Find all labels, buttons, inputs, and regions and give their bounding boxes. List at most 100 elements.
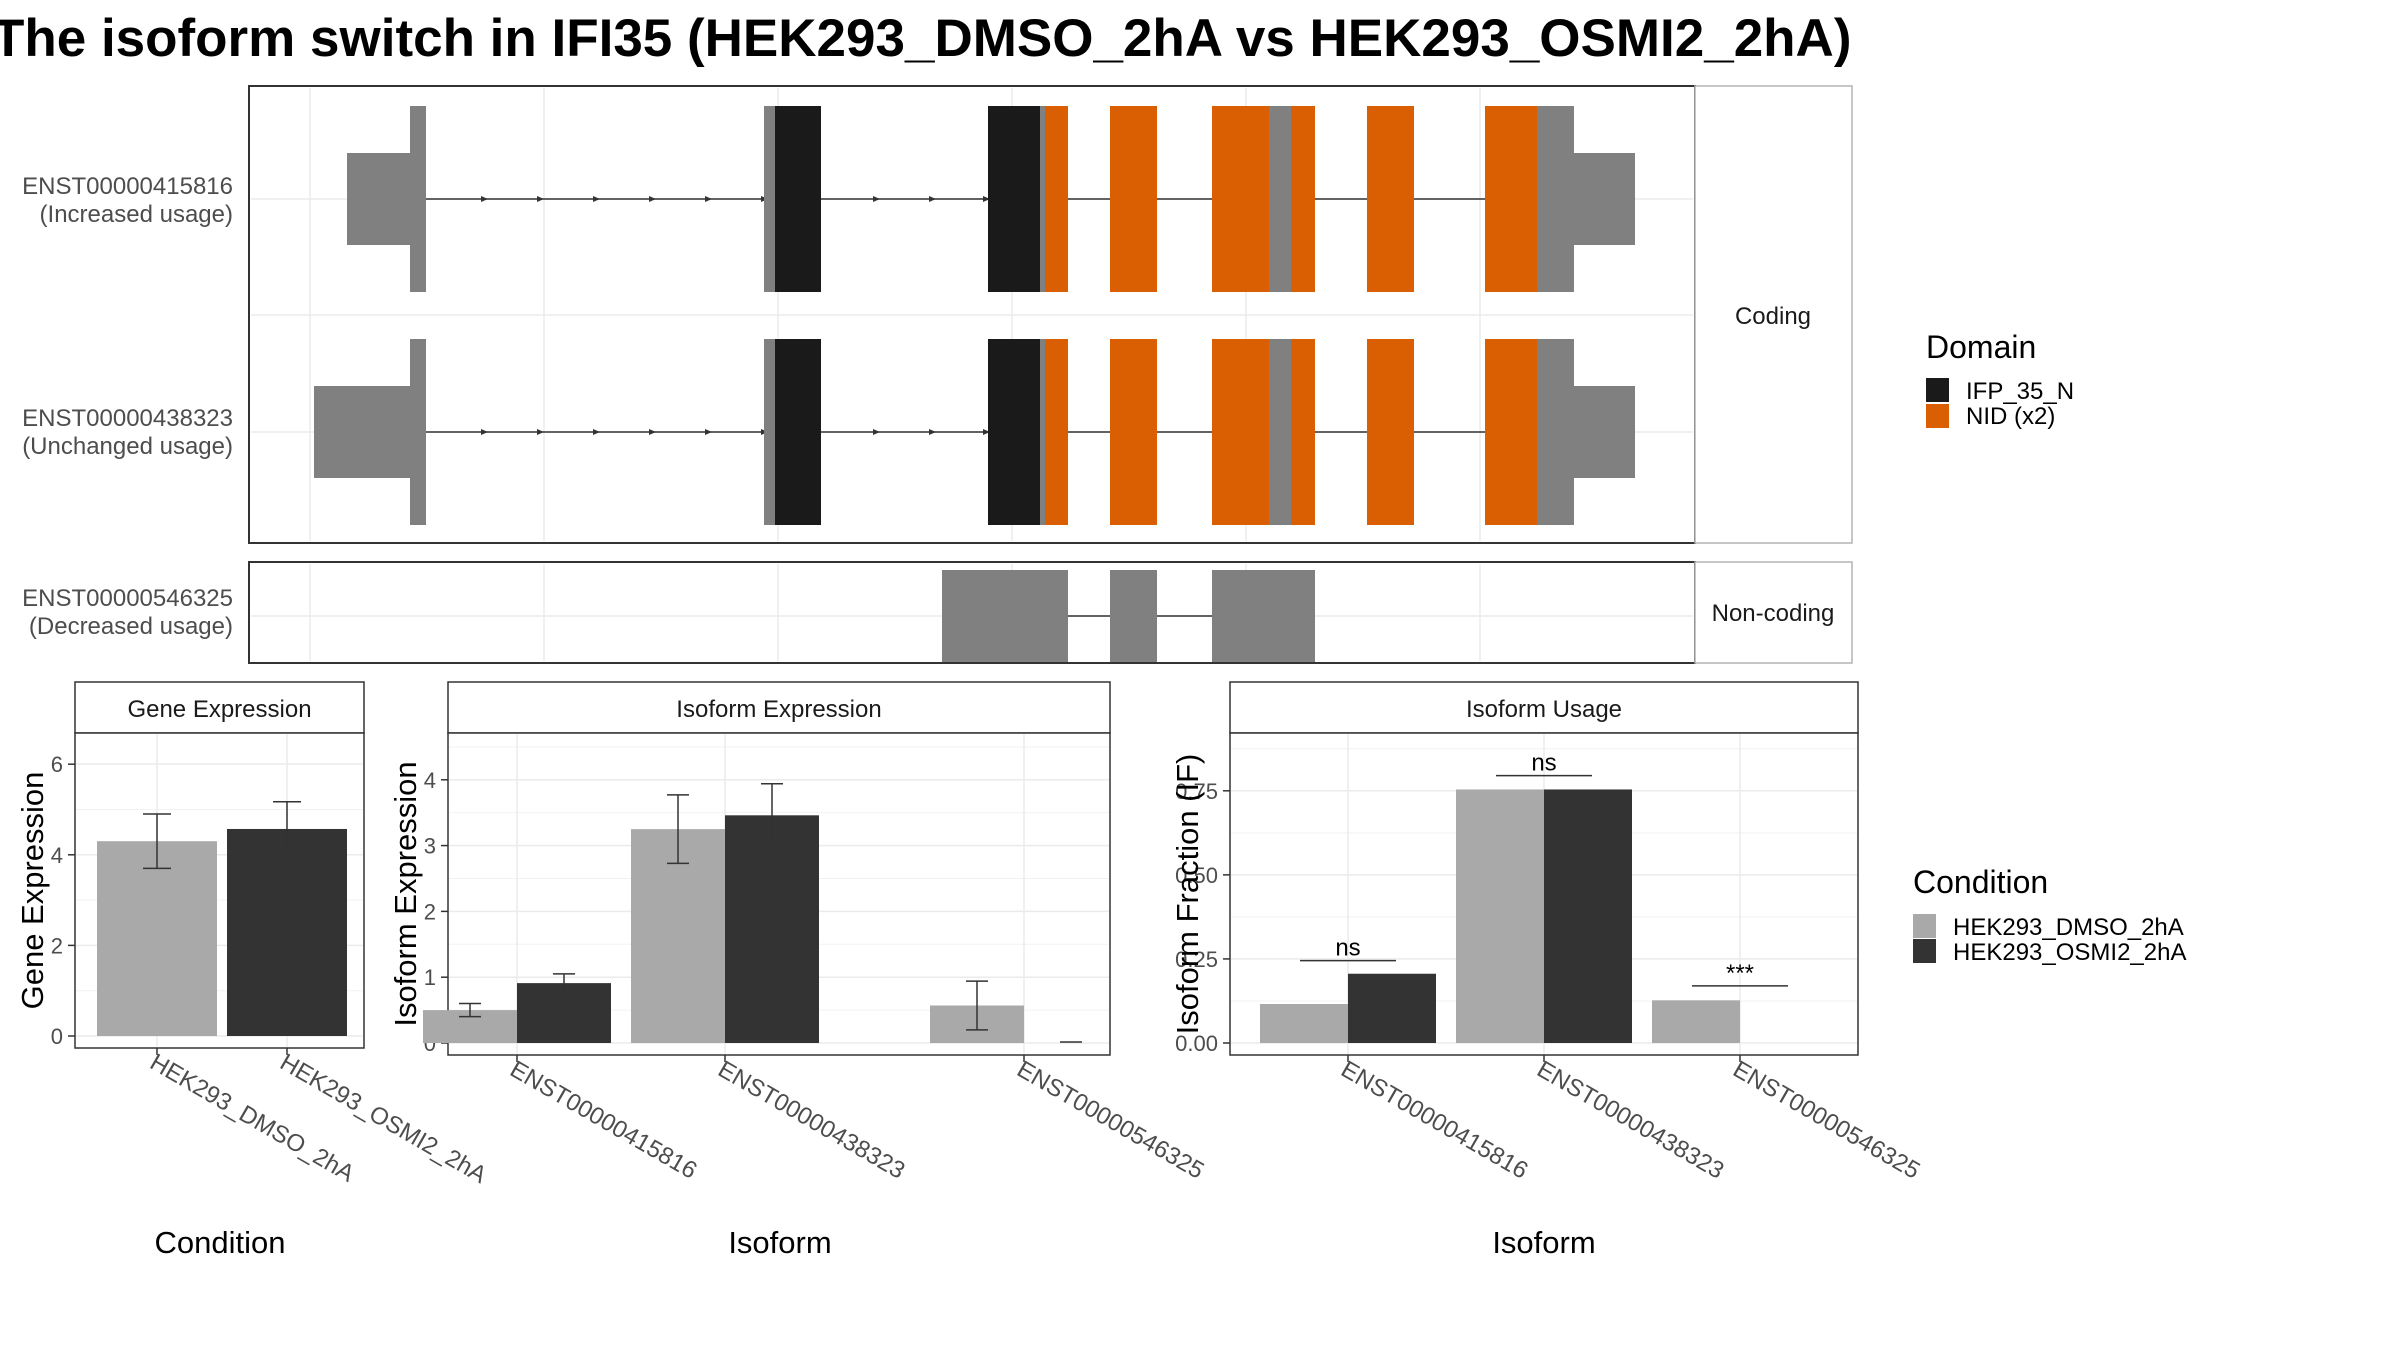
significance-label: ns <box>1531 750 1556 777</box>
transcript-structure-panel: Coding Non-coding ENST00000415816 (Incre… <box>22 85 1853 664</box>
y-tick-label: 0.50 <box>1175 863 1218 888</box>
bar <box>1456 789 1544 1043</box>
isoform-id-label: ENST00000438323 <box>22 405 233 432</box>
direction-arrow <box>983 196 990 202</box>
y-axis-title: Isoform Expression <box>388 761 423 1026</box>
utr-exon <box>1573 153 1635 245</box>
domain-nid <box>1045 106 1068 292</box>
y-tick-label: 1 <box>424 965 436 990</box>
y-tick-label: 2 <box>51 933 63 958</box>
cds-exon <box>1269 339 1291 525</box>
noncoding-exon <box>942 570 1068 662</box>
isoform-label-1: ENST00000415816 (Increased usage) <box>22 173 233 228</box>
y-tick-label: 6 <box>51 752 63 777</box>
domain-nid <box>1110 106 1157 292</box>
y-tick-label: 4 <box>51 843 63 868</box>
bar <box>631 829 725 1043</box>
legend-label-nid: NID (x2) <box>1966 403 2055 430</box>
y-axis-title: Isoform Fraction (IF) <box>1170 754 1205 1035</box>
y-tick-label: 3 <box>424 834 436 859</box>
y-tick-label: 4 <box>424 768 436 793</box>
expression-chart: Isoform Usage 0.00 0.25 0.50 0.75 ns ns *** ENST… <box>1170 681 1924 1260</box>
bar <box>1544 789 1632 1043</box>
direction-arrow <box>593 196 600 202</box>
bar <box>97 841 217 1036</box>
domain-ifp <box>775 106 821 292</box>
bar <box>1260 1003 1348 1043</box>
x-tick-label: ENST00000415816 <box>1336 1056 1532 1185</box>
y-tick-label: 0.25 <box>1175 947 1218 972</box>
coding-strip <box>1694 85 1853 544</box>
bar <box>517 983 611 1043</box>
domain-nid <box>1485 339 1537 525</box>
noncoding-exon <box>1212 570 1315 662</box>
condition-legend: Condition HEK293_DMSO_2hA HEK293_OSMI2_2… <box>1913 864 2186 966</box>
utr-exon <box>1573 386 1635 478</box>
bar <box>227 828 347 1036</box>
y-axis-title: Gene Expression <box>15 772 50 1010</box>
cds-exon <box>410 339 426 525</box>
noncoding-strip-label: Non-coding <box>1712 600 1835 627</box>
isoform-label-3: ENST00000546325 (Decreased usage) <box>22 585 233 640</box>
direction-arrow <box>649 429 656 435</box>
cds-exon <box>1040 106 1045 292</box>
legend-key-dmso <box>1913 914 1936 938</box>
legend-key-nid <box>1926 404 1949 428</box>
y-tick-label: 0 <box>51 1024 63 1049</box>
x-tick-label: ENST00000438323 <box>1532 1056 1728 1185</box>
domain-nid <box>1485 106 1537 292</box>
x-axis-title: Isoform <box>1492 1225 1595 1260</box>
domain-ifp <box>988 339 1041 525</box>
isoform-usage-label: (Unchanged usage) <box>22 433 233 460</box>
legend-label-ifp: IFP_35_N <box>1966 378 2074 405</box>
direction-arrow <box>705 196 712 202</box>
direction-arrow <box>983 429 990 435</box>
coding-strip-label: Coding <box>1735 303 1811 330</box>
isoform-id-label: ENST00000415816 <box>22 173 233 200</box>
domain-nid <box>1367 339 1414 525</box>
x-tick-label: ENST00000546325 <box>1728 1056 1924 1185</box>
domain-legend-title: Domain <box>1926 329 2036 365</box>
bar <box>1652 1000 1740 1043</box>
noncoding-track <box>942 570 1315 662</box>
domain-nid <box>1367 106 1414 292</box>
direction-arrow <box>705 429 712 435</box>
direction-arrow <box>481 196 488 202</box>
direction-arrow <box>593 429 600 435</box>
direction-arrow <box>481 429 488 435</box>
cds-exon <box>764 339 776 525</box>
legend-label-dmso: HEK293_DMSO_2hA <box>1953 914 2184 941</box>
cds-exon <box>410 106 426 292</box>
domain-ifp <box>988 106 1041 292</box>
significance-label: *** <box>1726 960 1754 987</box>
noncoding-exon <box>1110 570 1157 662</box>
domain-nid <box>1045 339 1068 525</box>
panel-title: Gene Expression <box>127 696 311 723</box>
domain-nid <box>1291 106 1315 292</box>
direction-arrow <box>873 429 880 435</box>
domain-nid <box>1291 339 1315 525</box>
cds-exon <box>1269 106 1291 292</box>
cds-exon <box>1537 106 1574 292</box>
domain-nid <box>1110 339 1157 525</box>
domain-nid <box>1212 106 1269 292</box>
domain-ifp <box>775 339 821 525</box>
legend-key-ifp <box>1926 378 1949 402</box>
domain-nid <box>1212 339 1269 525</box>
panel-title: Isoform Usage <box>1466 696 1622 723</box>
transcript-track <box>314 339 1635 525</box>
direction-arrow <box>929 196 936 202</box>
direction-arrow <box>537 429 544 435</box>
bar <box>1348 973 1436 1043</box>
x-tick-label: ENST00000546325 <box>1012 1056 1208 1185</box>
isoform-usage-label: (Decreased usage) <box>29 613 233 640</box>
x-tick-label: HEK293_OSMI2_2hA <box>275 1049 491 1189</box>
legend-key-osmi <box>1913 939 1936 963</box>
utr-exon <box>314 386 424 478</box>
isoform-usage-label: (Increased usage) <box>40 201 233 228</box>
x-tick-label: ENST00000438323 <box>713 1056 909 1185</box>
y-tick-label: 0.75 <box>1175 779 1218 804</box>
x-tick-label: ENST00000415816 <box>505 1056 701 1185</box>
transcript-track <box>347 106 1635 292</box>
